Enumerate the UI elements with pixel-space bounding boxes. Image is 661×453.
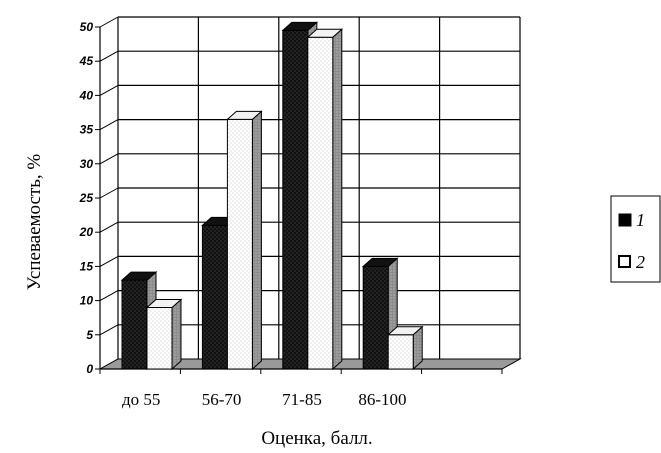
y-tick-label: 5 (86, 328, 93, 342)
bar-front (201, 224, 228, 370)
bar-top (145, 298, 183, 308)
bar-front (282, 29, 309, 370)
gridline-diag (99, 153, 119, 165)
bar-2 (306, 28, 344, 371)
gridline-diag (99, 255, 119, 267)
bar-2 (386, 325, 424, 371)
x-tick-labels: до 55 56-70 71-85 86-100 (122, 390, 406, 409)
bars (120, 21, 424, 371)
y-tick-label: 40 (79, 88, 94, 102)
bar-top (361, 257, 399, 267)
gridline-diag (99, 187, 119, 199)
bar-front (387, 334, 414, 370)
gridline-diag (99, 221, 119, 233)
y-tick-label: 0 (86, 362, 93, 376)
legend-label-series-2: 2 (636, 252, 645, 272)
bar-front (146, 306, 173, 370)
bar-2 (145, 298, 183, 371)
x-tick-label: 71-85 (282, 390, 322, 409)
y-tick-label: 25 (79, 191, 94, 205)
x-tick-label: 56-70 (202, 390, 242, 409)
y-tick-label: 50 (80, 20, 94, 34)
bar-2 (226, 110, 263, 371)
gridline-diag (99, 50, 119, 62)
x-tick-label: до 55 (122, 390, 160, 409)
bar-front (226, 118, 253, 370)
y-tick-label: 35 (80, 123, 94, 137)
gridline-diag (99, 16, 119, 28)
gridline-diag (99, 290, 119, 302)
bar-top (281, 21, 319, 31)
bar-front (307, 36, 334, 370)
bar-top (386, 326, 424, 336)
y-tick-label: 20 (79, 225, 94, 239)
x-tick-label: 86-100 (358, 390, 406, 409)
legend-marker-series-1 (618, 213, 632, 227)
y-tick-labels: 0 5 10 15 20 25 30 35 40 45 50 (79, 20, 94, 376)
legend-marker-series-2 (618, 255, 631, 268)
gridline-diag (99, 119, 119, 131)
y-tick-label: 10 (80, 294, 94, 308)
gridline-diag (99, 324, 119, 336)
bar-side (171, 298, 182, 371)
bar-top (120, 271, 158, 281)
y-axis-title: Успеваемость, % (24, 154, 45, 291)
bar-side (251, 110, 262, 371)
y-tick-label: 45 (79, 54, 94, 68)
bar-top (306, 28, 344, 38)
bar-side (332, 28, 343, 371)
legend: 1 2 (610, 195, 661, 283)
y-tick-label: 30 (80, 157, 94, 171)
x-axis-title: Оценка, балл. (261, 428, 372, 449)
legend-label-series-1: 1 (636, 210, 645, 230)
bar-top (226, 110, 263, 120)
bar-front (121, 279, 148, 370)
y-tick-label: 15 (80, 259, 94, 273)
gridline-diag (99, 84, 119, 96)
bar-front (362, 265, 389, 370)
